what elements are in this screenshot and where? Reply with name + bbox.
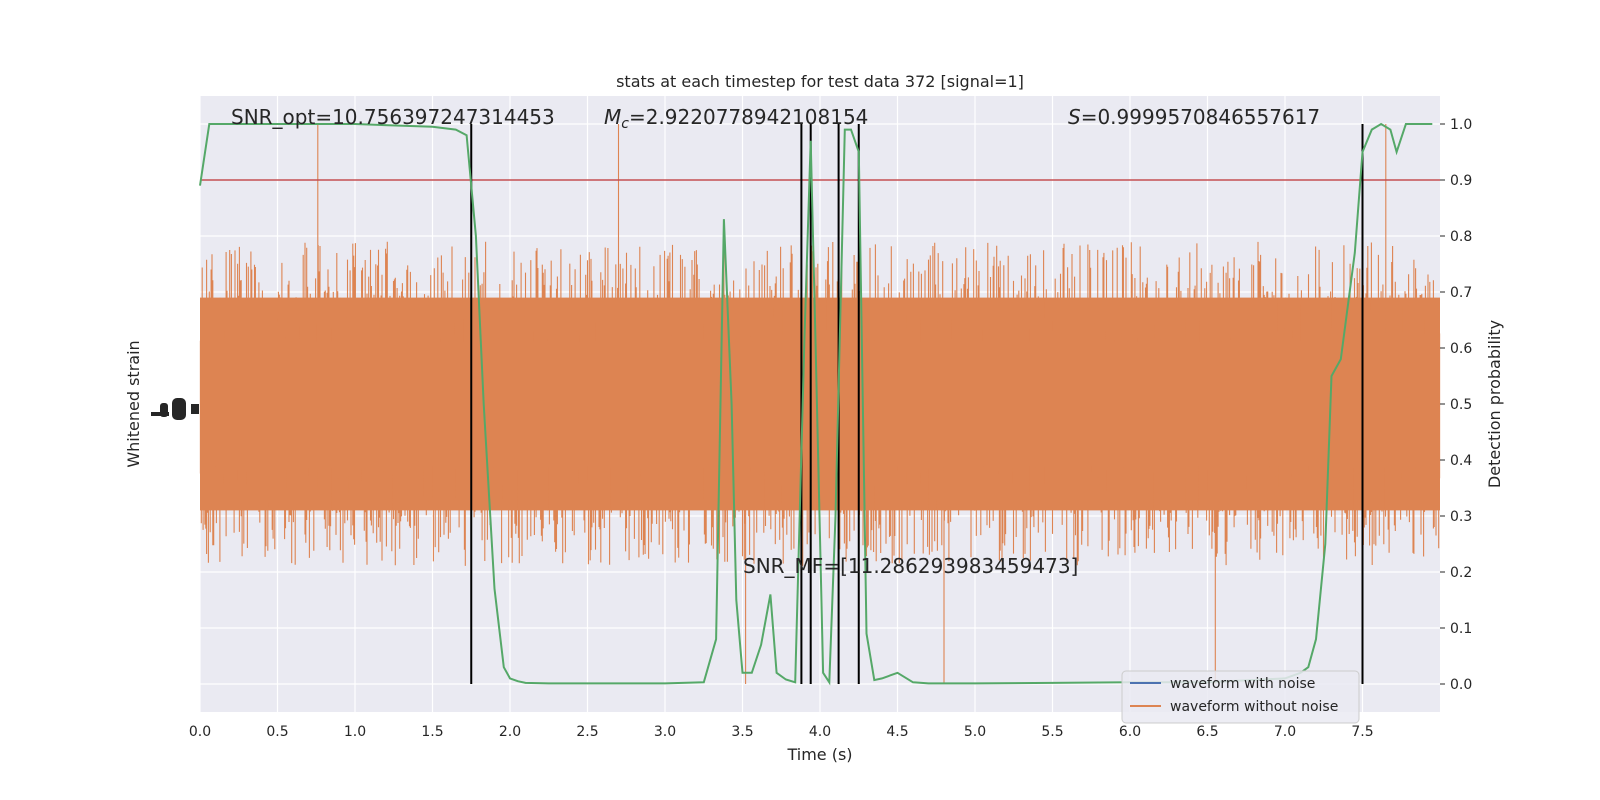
y-tick-label: 0.9	[1450, 173, 1472, 189]
x-axis-label: Time (s)	[786, 745, 852, 764]
x-tick-label: 2.0	[499, 724, 521, 740]
x-tick-label: 0.5	[266, 724, 288, 740]
y-tick-label: 0.6	[1450, 341, 1472, 357]
legend: waveform with noise waveform without noi…	[1121, 670, 1360, 724]
x-tick-label: 7.5	[1351, 724, 1373, 740]
x-tick-label: 1.0	[344, 724, 366, 740]
y-tick-label: 0.8	[1450, 229, 1472, 245]
annotation-s-score: S=0.9999570846557617	[1068, 105, 1320, 129]
chart-title: stats at each timestep for test data 372…	[616, 72, 1024, 91]
x-tick-label: 1.5	[421, 724, 443, 740]
waveform-spikes	[199, 124, 1441, 684]
left-axis-ticks-cluster	[151, 398, 199, 420]
y-tick-label: 0.5	[1450, 397, 1472, 413]
legend-label-with-noise: waveform with noise	[1170, 676, 1315, 692]
y-tick-labels-right: 0.0 0.1 0.2 0.3 0.4 0.5 0.6 0.7 0.8 0.9 1.0	[1440, 117, 1472, 693]
x-tick-label: 5.0	[964, 724, 986, 740]
x-tick-label: 4.0	[809, 724, 831, 740]
y-tick-label: 0.3	[1450, 509, 1472, 525]
detection-markers	[470, 124, 1364, 684]
y-tick-label: 0.1	[1450, 621, 1472, 637]
series-detection-probability	[199, 122, 1433, 686]
annotation-snr-opt: SNR_opt=10.756397247314453	[231, 105, 555, 129]
x-tick-label: 5.5	[1041, 724, 1063, 740]
series-waveform-without-noise	[199, 124, 1441, 684]
annotation-snr-mf: SNR_MF=[11.286293983459473]	[743, 554, 1078, 578]
x-tick-label: 2.5	[576, 724, 598, 740]
y-tick-label: 0.7	[1450, 285, 1472, 301]
y-tick-label: 0.2	[1450, 565, 1472, 581]
x-tick-label: 6.5	[1196, 724, 1218, 740]
x-tick-label: 3.0	[654, 724, 676, 740]
y-tick-label: 0.0	[1450, 677, 1472, 693]
x-tick-label: 3.5	[731, 724, 753, 740]
y-tick-label: 0.4	[1450, 453, 1472, 469]
y-axis-label-left: Whitened strain	[124, 340, 143, 467]
x-tick-labels: 0.0 0.5 1.0 1.5 2.0 2.5 3.0 3.5 4.0 4.5 5.0 5.5 6.0 6…	[189, 724, 1374, 740]
x-tick-label: 0.0	[189, 724, 211, 740]
x-tick-label: 7.0	[1274, 724, 1296, 740]
y-axis-label-right: Detection probability	[1485, 320, 1504, 488]
annotation-chirp-mass: Mc=2.9220778942108154	[604, 105, 868, 132]
x-tick-label: 4.5	[886, 724, 908, 740]
x-tick-label: 6.0	[1119, 724, 1141, 740]
y-tick-label: 1.0	[1450, 117, 1472, 133]
legend-label-without-noise: waveform without noise	[1170, 699, 1338, 715]
